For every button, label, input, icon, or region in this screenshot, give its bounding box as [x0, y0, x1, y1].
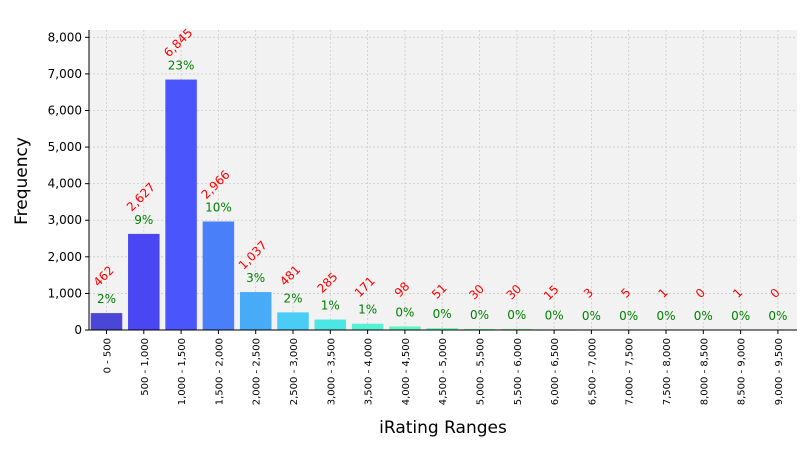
x-tick-label: 0 - 500 [103, 338, 114, 373]
percent-label: 1% [321, 299, 340, 313]
y-axis-title: Frequency [12, 137, 32, 225]
bar [389, 326, 421, 330]
x-axis-ticks: 0 - 500 500 - 1,000 1,000 - 1,500 1,500 - 2… [103, 330, 785, 405]
x-tick-label: 5,000 - 5,500 [476, 338, 487, 405]
bar [314, 319, 347, 330]
y-tick-label: 3,000 [48, 213, 82, 227]
percent-label: 10% [205, 200, 232, 214]
bar [90, 313, 123, 330]
percent-label: 0% [768, 309, 787, 323]
x-tick-label: 3,000 - 3,500 [326, 338, 337, 405]
y-tick-label: 4,000 [48, 177, 82, 191]
percent-label: 0% [619, 309, 638, 323]
bar [501, 328, 533, 330]
percent-label: 2% [283, 291, 302, 305]
x-tick-label: 5,500 - 6,000 [513, 338, 524, 405]
percent-label: 1% [358, 303, 377, 317]
percent-label: 9% [134, 213, 153, 227]
percent-label: 0% [545, 308, 564, 322]
y-tick-label: 5,000 [48, 140, 82, 154]
y-tick-label: 2,000 [48, 250, 82, 264]
bar [463, 328, 496, 330]
bar [202, 221, 235, 330]
x-tick-label: 4,000 - 4,500 [401, 338, 412, 405]
bar [351, 323, 384, 330]
x-tick-label: 7,000 - 7,500 [625, 338, 636, 405]
percent-label: 0% [694, 309, 713, 323]
percent-label: 0% [507, 308, 526, 322]
x-axis-title: iRating Ranges [379, 418, 507, 438]
y-tick-label: 6,000 [48, 103, 82, 117]
y-axis-ticks: 0 1,000 2,000 3,000 4,000 5,000 6,000 7,000 8,00… [48, 30, 89, 337]
y-tick-label: 7,000 [48, 67, 82, 81]
x-tick-label: 1,500 - 2,000 [214, 338, 225, 405]
percent-label: 23% [168, 59, 195, 73]
bars [90, 79, 757, 330]
x-tick-label: 1,000 - 1,500 [177, 338, 188, 405]
x-tick-label: 8,000 - 8,500 [699, 338, 710, 405]
bar [277, 312, 309, 330]
bar [128, 233, 160, 330]
percent-label: 2% [97, 292, 116, 306]
x-tick-label: 9,000 - 9,500 [774, 338, 785, 405]
x-tick-label: 6,500 - 7,000 [587, 338, 598, 405]
percent-label: 0% [433, 307, 452, 321]
bar [165, 79, 197, 330]
x-tick-label: 8,500 - 9,000 [737, 338, 748, 405]
x-tick-label: 2,500 - 3,000 [289, 338, 300, 405]
x-tick-label: 2,000 - 2,500 [252, 338, 263, 405]
x-tick-label: 4,500 - 5,000 [438, 338, 449, 405]
percent-label: 3% [246, 271, 265, 285]
x-tick-label: 6,000 - 6,500 [550, 338, 561, 405]
y-tick-label: 8,000 [48, 30, 82, 44]
percent-label: 0% [656, 309, 675, 323]
x-tick-label: 7,500 - 8,000 [662, 338, 673, 405]
percent-label: 0% [582, 309, 601, 323]
x-tick-label: 3,500 - 4,000 [364, 338, 375, 405]
percent-label: 0% [731, 309, 750, 323]
x-tick-label: 500 - 1,000 [140, 338, 151, 396]
bar [426, 328, 458, 330]
y-tick-label: 1,000 [48, 286, 82, 300]
percent-label: 0% [395, 305, 414, 319]
bar [239, 292, 272, 330]
y-tick-label: 0 [74, 323, 82, 337]
percent-label: 0% [470, 308, 489, 322]
